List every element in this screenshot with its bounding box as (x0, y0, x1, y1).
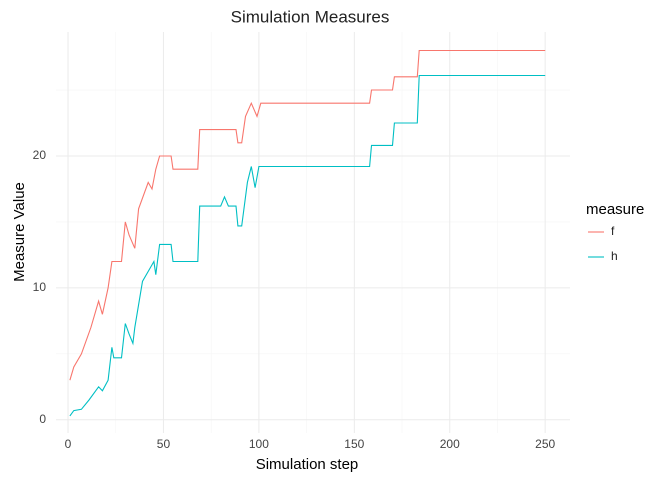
y-axis-label: Measure Value (11, 182, 28, 282)
x-axis-label: Simulation step (256, 456, 359, 473)
line-series (69, 74, 546, 417)
x-tick-label: 250 (535, 437, 555, 451)
x-tick-label: 150 (344, 437, 364, 451)
x-tick-label: 200 (440, 437, 460, 451)
legend-label: f (611, 224, 615, 238)
legend-label: h (611, 249, 618, 263)
line-series (69, 49, 546, 381)
x-tick-label: 100 (249, 437, 269, 451)
legend-title: measure (586, 201, 644, 218)
x-tick-label: 0 (65, 437, 72, 451)
y-tick-label: 10 (33, 280, 47, 294)
x-tick-label: 50 (157, 437, 171, 451)
y-tick-label: 0 (39, 412, 46, 426)
chart-title: Simulation Measures (231, 7, 390, 26)
y-tick-label: 20 (33, 148, 47, 162)
